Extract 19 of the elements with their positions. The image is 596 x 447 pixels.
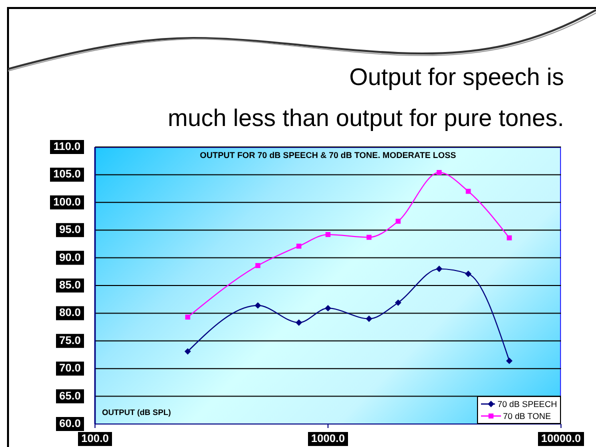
x-tick-label: 1000.0 [311,433,345,445]
y-tick-label: 90.0 [59,252,81,264]
y-tick-label: 100.0 [53,196,81,208]
legend-label: 70 dB SPEECH [497,399,557,409]
y-tick-label: 75.0 [59,334,81,347]
legend-label: 70 dB TONE [503,411,551,421]
y-tick-label: 60.0 [59,418,81,430]
y-axis-title: OUTPUT (dB SPL) [102,408,171,417]
x-tick-label: 10000.0 [541,433,581,445]
y-tick-label: 85.0 [59,280,81,292]
chart-subtitle: OUTPUT FOR 70 dB SPEECH & 70 dB TONE. MODERATE LOSS [198,150,458,160]
x-tick-label: 100.0 [81,433,109,445]
y-tick-label: 110.0 [54,141,80,153]
y-tick-label: 80.0 [59,307,81,320]
y-tick-label: 65.0 [59,390,81,402]
y-tick-label: 105.0 [53,168,81,181]
y-tick-label: 70.0 [59,362,81,375]
chart-title: Output for speech is much less than output for pure tones. [168,63,564,134]
y-tick-label: 95.0 [59,224,81,236]
